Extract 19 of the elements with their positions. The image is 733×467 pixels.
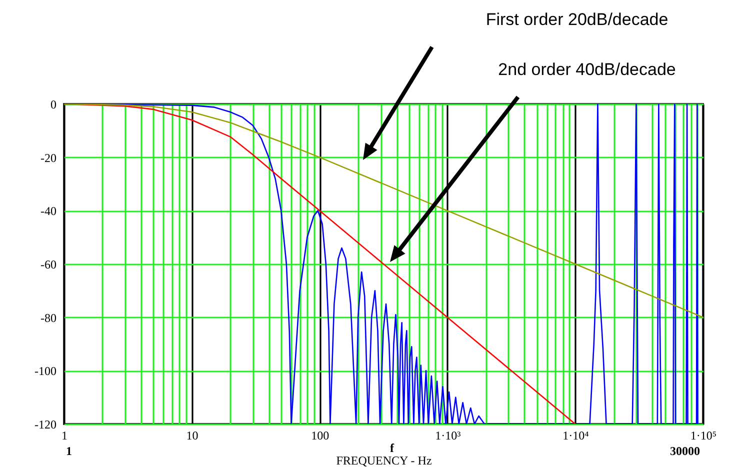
y-tick-label: -40 (40, 204, 56, 218)
x-axis-title: FREQUENCY - Hz (336, 454, 432, 467)
x-tick-label: 1·10³ (435, 428, 462, 442)
y-tick-label: -20 (40, 150, 56, 165)
x-tick-label: 1·10⁴ (562, 428, 589, 442)
x-tick-label: 10 (186, 428, 198, 442)
y-tick-label: -80 (40, 310, 56, 325)
text: f (390, 441, 395, 455)
text: 30000 (670, 444, 700, 458)
text: 2nd order 40dB/decade (498, 60, 676, 79)
text: First order 20dB/decade (486, 10, 668, 29)
x-tick-label: 1·10⁵ (690, 428, 717, 442)
text: 1 (66, 444, 72, 458)
x-tick-label: 100 (311, 428, 330, 442)
y-tick-label: -120 (34, 418, 56, 432)
y-tick-label: -60 (40, 258, 56, 272)
y-tick-label: -100 (34, 364, 56, 378)
x-tick-label: 1 (62, 428, 68, 442)
y-tick-label: 0 (50, 98, 56, 112)
